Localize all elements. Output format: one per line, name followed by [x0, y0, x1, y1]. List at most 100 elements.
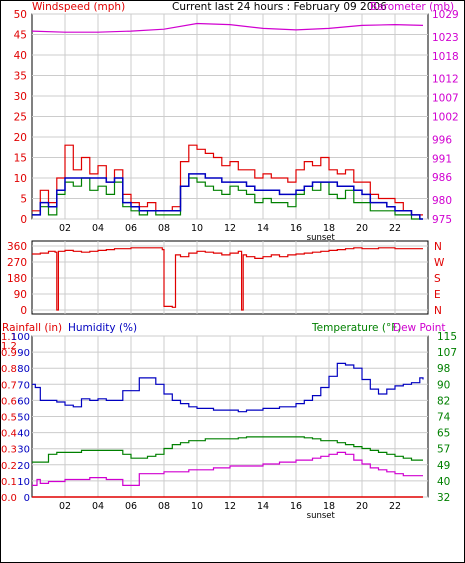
- rain-ytick-label: 0.3: [1, 445, 17, 456]
- wind-xtick-label: 06: [125, 223, 137, 234]
- humidity-ytick-label: 100: [11, 332, 30, 343]
- humidity-ytick-label: 0: [24, 493, 30, 504]
- thr-xtick-label: 16: [290, 501, 302, 512]
- baro-ytick-label: 1029: [432, 9, 459, 21]
- wind-xtick-label: 08: [158, 223, 170, 234]
- dir-ytick-label: 90: [14, 289, 27, 301]
- wind-speed-line: [32, 177, 423, 220]
- dir-ytick-label: 180: [7, 273, 27, 285]
- temp-ytick-label: 82: [437, 395, 450, 407]
- temp-ytick-label: 98: [437, 363, 450, 375]
- wind-ytick-label: 30: [14, 91, 27, 103]
- temp-ytick-label: 90: [437, 379, 450, 391]
- humidity-axis-label: Humidity (%): [68, 322, 137, 334]
- baro-ytick-label: 975: [432, 214, 452, 226]
- temp-ytick-label: 74: [437, 412, 451, 424]
- baro-ytick-label: 1012: [432, 74, 459, 86]
- temp-ytick-label: 65: [437, 428, 450, 440]
- dir-ytick-label: 0: [20, 305, 27, 317]
- wind-xtick-label: 22: [389, 223, 401, 234]
- wind-xtick-label: 02: [59, 223, 71, 234]
- dewpoint-line: [32, 451, 423, 486]
- rain-ytick-label: 0.8: [1, 364, 17, 375]
- wind-ytick-label: 5: [20, 194, 27, 206]
- compass-label: N: [434, 305, 442, 317]
- baro-ytick-label: 980: [432, 195, 452, 207]
- windspeed-axis-label: Windspeed (mph): [32, 1, 125, 13]
- wind-direction-line: [32, 247, 423, 311]
- temp-ytick-label: 115: [437, 331, 457, 343]
- humidity-ytick-label: 10: [17, 477, 30, 488]
- rain-ytick-label: 1.1: [1, 332, 17, 343]
- thr-xtick-label: 02: [59, 501, 71, 512]
- thr-xtick-label: 08: [158, 501, 170, 512]
- temp-humidity-panel: 0.0 00.1 100.2 200.3 300.4 400.5 500.6 600.7 700…: [1, 331, 457, 521]
- rain-ytick-label: 0.0: [1, 493, 17, 504]
- thr-xtick-label: 12: [224, 501, 236, 512]
- thr-xtick-label: 04: [92, 501, 104, 512]
- wind-ytick-label: 10: [14, 173, 27, 185]
- baro-ytick-label: 996: [432, 134, 452, 146]
- wind-ytick-label: 45: [14, 30, 27, 42]
- compass-label: N: [434, 241, 442, 253]
- wind-sunset-label: sunset: [307, 233, 336, 243]
- rain-ytick-label: 0.6: [1, 396, 17, 407]
- baro-ytick-label: 991: [432, 153, 452, 165]
- temp-ytick-label: 32: [437, 492, 450, 504]
- wind-ytick-label: 50: [14, 9, 27, 21]
- rainfall-axis-label: Rainfall (in): [2, 322, 62, 334]
- dir-ytick-label: 360: [7, 241, 27, 253]
- wind-xtick-label: 18: [323, 223, 335, 234]
- baro-ytick-label: 1023: [432, 32, 459, 44]
- temperature-axis-label: Temperature (°F): [311, 322, 401, 334]
- wind-xtick-label: 04: [92, 223, 104, 234]
- humidity-ytick-label: 40: [17, 429, 30, 440]
- humidity-ytick-label: 30: [17, 445, 30, 456]
- wind-xtick-label: 12: [224, 223, 236, 234]
- rain-ytick-label: 0.1: [1, 477, 17, 488]
- humidity-ytick-label: 70: [17, 380, 30, 391]
- thr-xtick-label: 22: [389, 501, 401, 512]
- temp-ytick-label: 49: [437, 460, 450, 472]
- wind-xtick-label: 14: [257, 223, 269, 234]
- thr-xtick-label: 10: [191, 501, 203, 512]
- humidity-ytick-label: 80: [17, 364, 30, 375]
- humidity-ytick-label: 60: [17, 396, 30, 407]
- wind-ytick-label: 20: [14, 132, 27, 144]
- temp-ytick-label: 57: [437, 444, 450, 456]
- rain-ytick-label: 0.9: [1, 348, 17, 359]
- wind-ytick-label: 25: [14, 112, 27, 124]
- rain-ytick-label: 0.5: [1, 413, 17, 424]
- wind-xtick-label: 20: [356, 223, 368, 234]
- barometer-line: [31, 22, 424, 33]
- compass-label: W: [434, 257, 445, 269]
- temp-ytick-label: 40: [437, 476, 450, 488]
- rain-ytick-label: 1.2: [1, 341, 17, 352]
- wind-ytick-label: 40: [14, 50, 27, 62]
- compass-label: S: [434, 273, 441, 285]
- humidity-line: [32, 362, 424, 413]
- wind-ytick-label: 15: [14, 153, 27, 165]
- thr-sunset-label: sunset: [307, 511, 336, 521]
- baro-ytick-label: 1002: [432, 112, 459, 124]
- wind-ytick-label: 35: [14, 71, 27, 83]
- rain-ytick-label: 0.4: [1, 429, 17, 440]
- temperature-line: [32, 436, 423, 463]
- wind-gust-line: [32, 144, 423, 216]
- compass-label: E: [434, 289, 441, 301]
- thr-xtick-label: 06: [125, 501, 137, 512]
- thr-xtick-label: 18: [323, 501, 335, 512]
- humidity-ytick-label: 50: [17, 413, 30, 424]
- barometer-axis-label: Barometer (mb): [370, 1, 454, 13]
- temp-ytick-label: 107: [437, 347, 457, 359]
- rain-ytick-label: 0.2: [1, 461, 17, 472]
- humidity-ytick-label: 90: [17, 348, 30, 359]
- humidity-ytick-label: 20: [17, 461, 30, 472]
- baro-ytick-label: 1007: [432, 93, 459, 105]
- rain-ytick-label: 0.7: [1, 380, 17, 391]
- wind-xtick-label: 16: [290, 223, 302, 234]
- dewpoint-axis-label: Dew Point: [393, 322, 446, 334]
